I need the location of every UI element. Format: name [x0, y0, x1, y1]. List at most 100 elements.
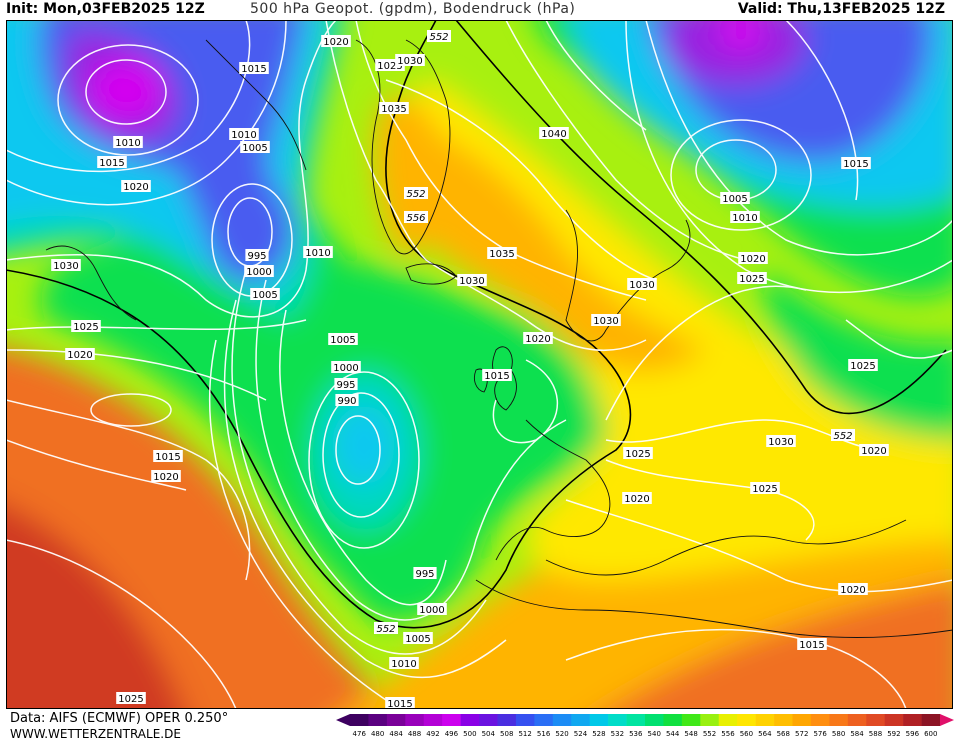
- map-frame: [6, 20, 953, 709]
- scale-swatch: [552, 714, 572, 726]
- isobar: [57, 44, 199, 156]
- pressure-label-text: 1035: [489, 249, 514, 260]
- pressure-label-text: 1025: [850, 361, 875, 372]
- pressure-label-box: [97, 156, 127, 168]
- scale-tick-label: 584: [850, 730, 864, 738]
- pressure-label-box: [623, 447, 653, 459]
- pressure-label-box: [720, 192, 750, 204]
- pressure-label-text: 1030: [397, 56, 422, 67]
- isobar: [6, 439, 187, 491]
- scale-tick-label: 576: [813, 730, 827, 738]
- isobar: [6, 399, 251, 581]
- pressure-label-text: 1015: [484, 371, 509, 382]
- pressure-label: 1015: [97, 156, 127, 169]
- pressure-label-text: 1015: [155, 452, 180, 463]
- pressure-label-box: [838, 583, 868, 595]
- coast-newfoundland: [45, 245, 137, 321]
- pressure-label-text: 1010: [391, 659, 416, 670]
- geopot-labels: 552 552 556 552 552: [374, 30, 855, 635]
- isobar: [565, 499, 953, 593]
- pressure-label: 1030: [51, 259, 81, 272]
- isobar: [223, 299, 507, 679]
- pressure-label-text: 1020: [67, 350, 92, 361]
- pressure-label: 1025: [848, 359, 878, 372]
- pressure-label: 1020: [838, 583, 868, 596]
- pressure-label: 1015: [482, 369, 512, 382]
- scale-swatch: [405, 714, 425, 726]
- pressure-label-box: [487, 247, 517, 259]
- geopot-label-text: 552: [833, 431, 852, 442]
- pressure-label-box: [730, 211, 760, 223]
- scale-swatch: [626, 714, 646, 726]
- pressure-label-box: [738, 252, 768, 264]
- isobar: [6, 20, 251, 173]
- pressure-label-box: [395, 54, 425, 66]
- pressure-label-box: [334, 378, 358, 390]
- isobar: [605, 419, 887, 451]
- pressure-label-box: [389, 657, 419, 669]
- pressure-label-text: 1020: [740, 254, 765, 265]
- scale-tick-label: 536: [629, 730, 643, 738]
- pressure-label-text: 1040: [541, 129, 566, 140]
- pressure-label-box: [750, 482, 780, 494]
- pressure-label: 1040: [539, 127, 569, 140]
- pressure-label-text: 1025: [739, 274, 764, 285]
- geopot-label-text: 552: [376, 624, 395, 635]
- pressure-label-text: 1035: [381, 104, 406, 115]
- scale-tick-label: 588: [869, 730, 882, 738]
- pressure-label-box: [116, 692, 146, 704]
- coast-europe: [495, 419, 611, 561]
- scale-tick-label: 600: [924, 730, 937, 738]
- pressure-label: 1030: [591, 314, 621, 327]
- pressure-label-box: [153, 450, 183, 462]
- scale-swatch: [663, 714, 683, 726]
- scale-swatch: [884, 714, 904, 726]
- pressure-label: 1010: [730, 211, 760, 224]
- pressure-label-box: [335, 394, 359, 406]
- scale-swatch: [368, 714, 388, 726]
- pressure-label: 1030: [457, 274, 487, 287]
- pressure-label-text: 1025: [118, 694, 143, 705]
- pressure-label-box: [413, 567, 437, 579]
- pressure-label-box: [797, 638, 827, 650]
- pressure-label: 1010: [113, 136, 143, 149]
- pressure-label-box: [848, 359, 878, 371]
- pressure-label: 1000: [331, 361, 361, 374]
- pressure-label-box: [328, 333, 358, 345]
- pressure-label: 995: [413, 567, 437, 580]
- scale-tick-label: 564: [758, 730, 772, 738]
- pressure-label-text: 1010: [231, 130, 256, 141]
- pressure-label: 1015: [153, 450, 183, 463]
- isobar: [505, 20, 747, 261]
- pressure-label-box: [121, 180, 151, 192]
- pressure-label-text: 1020: [323, 37, 348, 48]
- isobar: [845, 319, 953, 359]
- pressure-label-box: [859, 444, 889, 456]
- pressure-label-text: 1010: [732, 213, 757, 224]
- geopot-label: 552: [404, 187, 428, 200]
- scale-tick-label: 568: [777, 730, 790, 738]
- geopotential-field: [6, 20, 953, 709]
- scale-swatch: [737, 714, 756, 726]
- pressure-label-text: 1005: [252, 290, 277, 301]
- pressure-label: 1005: [403, 632, 433, 645]
- pressure-label-box: [240, 141, 270, 153]
- pressure-label-text: 1025: [752, 484, 777, 495]
- pressure-label: 1015: [797, 638, 827, 651]
- isobar: [308, 371, 420, 549]
- geopot-label: 556: [404, 211, 428, 224]
- pressure-label-box: [113, 136, 143, 148]
- pressure-label: 1025: [737, 272, 767, 285]
- pressure-label: 1030: [395, 54, 425, 67]
- pressure-label-text: 1020: [123, 182, 148, 193]
- pressure-label-box: [539, 127, 569, 139]
- scale-tick-label: 496: [445, 730, 459, 738]
- scale-tick-label: 544: [666, 730, 680, 738]
- scale-swatch: [681, 714, 701, 726]
- scale-tick-label: 524: [574, 730, 588, 738]
- pressure-label: 1020: [121, 180, 151, 193]
- website-link[interactable]: WWW.WETTERZENTRALE.DE: [10, 727, 181, 741]
- geopot-label-text: 552: [406, 189, 425, 200]
- isobar: [355, 20, 647, 301]
- pressure-label: 1030: [627, 278, 657, 291]
